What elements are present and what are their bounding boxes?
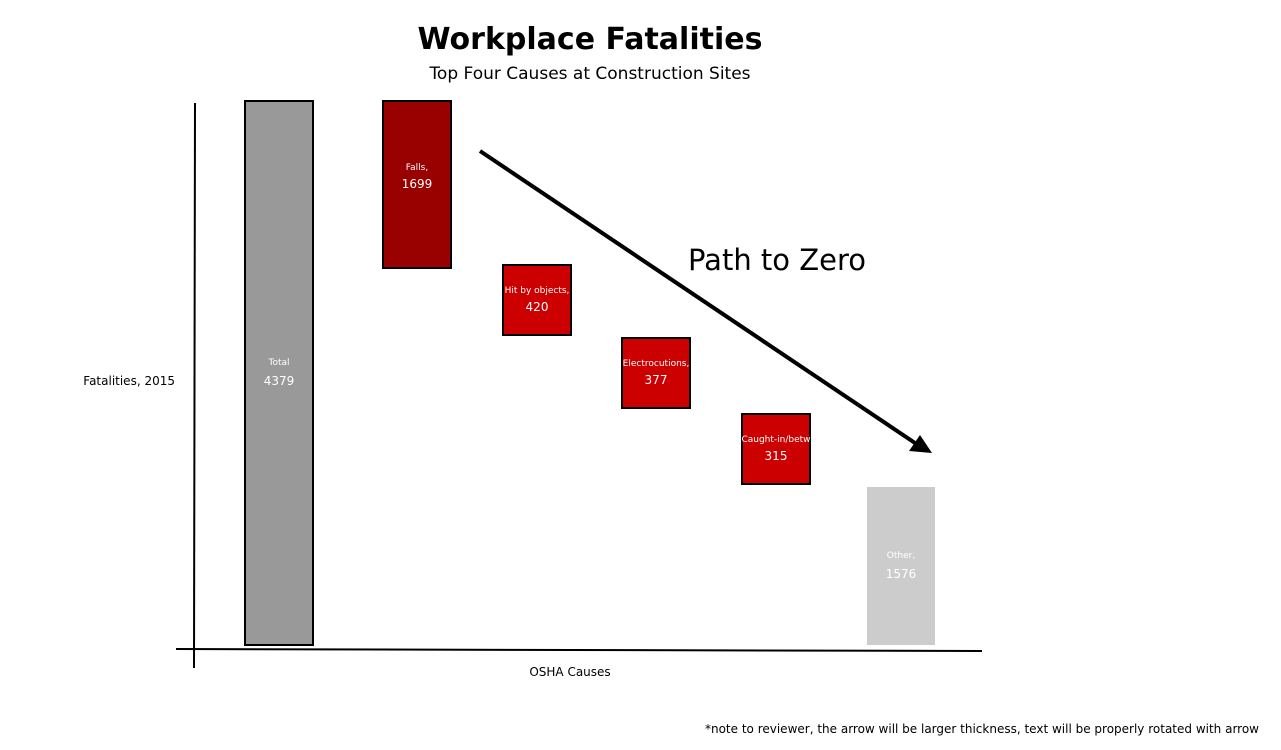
y-axis-label: Fatalities, 2015	[83, 374, 175, 388]
bar-value-label: 1699	[402, 177, 433, 191]
bar-hit-by-objects	[502, 264, 572, 336]
bar-electrocutions	[621, 337, 691, 409]
chart-subtitle: Top Four Causes at Construction Sites	[429, 64, 751, 84]
chart-title: Workplace Fatalities	[417, 22, 763, 57]
bars: Total 4379 Falls, 1699 Hit by objects, 420 Ele…	[244, 100, 935, 646]
x-axis-label: OSHA Causes	[529, 665, 610, 679]
x-axis-line	[175, 648, 983, 652]
reviewer-note: *note to reviewer, the arrow will be lar…	[704, 722, 1259, 736]
bar-value-label: 315	[765, 449, 788, 463]
path-to-zero-label: Path to Zero	[688, 243, 866, 277]
trend-arrow-line	[478, 149, 920, 447]
bar-category-label: Falls,	[406, 163, 428, 173]
bar-category-label: Electrocutions,	[623, 359, 690, 369]
bar-category-label: Caught-in/betw	[741, 435, 810, 445]
bar-value-label: 377	[645, 373, 668, 387]
bar-falls	[382, 100, 452, 269]
path-to-zero-annotation: Path to Zero	[478, 149, 932, 453]
bar-value-label: 1576	[886, 567, 917, 581]
y-axis-line	[193, 102, 196, 669]
bar-caught-in-betw	[741, 413, 811, 485]
bar-value-label: 4379	[264, 374, 295, 388]
bar-category-label: Total	[267, 358, 289, 368]
bar-category-label: Hit by objects,	[505, 286, 570, 296]
bar-category-label: Other,	[887, 551, 915, 561]
bar-value-label: 420	[526, 300, 549, 314]
bar-total	[244, 100, 314, 646]
trend-arrow-head	[909, 435, 932, 453]
axes: Fatalities, 2015 OSHA Causes	[83, 102, 983, 679]
bar-other	[867, 487, 935, 645]
